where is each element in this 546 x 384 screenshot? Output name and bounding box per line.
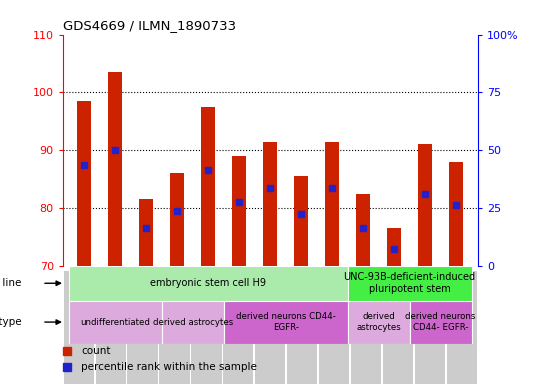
Bar [78,101,91,266]
Text: GSM997557: GSM997557 [134,278,143,328]
Bar [170,173,185,266]
FancyBboxPatch shape [64,270,94,384]
Text: GSM997564: GSM997564 [198,278,206,328]
Bar [69,301,162,344]
FancyBboxPatch shape [223,270,253,384]
Bar [139,199,153,266]
Text: GDS4669 / ILMN_1890733: GDS4669 / ILMN_1890733 [63,19,236,32]
Bar [294,176,308,266]
Text: count: count [81,346,111,356]
Text: GSM997570: GSM997570 [453,278,462,328]
Bar [162,301,224,344]
Text: undifferentiated: undifferentiated [80,318,150,326]
Text: GSM997563: GSM997563 [165,278,175,328]
Text: GSM997572: GSM997572 [389,278,398,328]
Bar [356,194,370,266]
Text: derived neurons CD44-
EGFR-: derived neurons CD44- EGFR- [236,312,336,332]
FancyBboxPatch shape [383,270,413,384]
Bar [263,142,277,266]
Bar [233,156,246,266]
FancyBboxPatch shape [191,270,222,384]
FancyBboxPatch shape [319,270,349,384]
Bar [69,266,348,301]
FancyBboxPatch shape [96,270,126,384]
Bar [325,142,339,266]
Text: cell line: cell line [0,278,21,288]
Bar [348,301,410,344]
FancyBboxPatch shape [127,270,158,384]
Text: GSM997555: GSM997555 [70,278,79,328]
FancyBboxPatch shape [351,270,381,384]
FancyBboxPatch shape [159,270,189,384]
Text: UNC-93B-deficient-induced
pluripotent stem: UNC-93B-deficient-induced pluripotent st… [343,273,476,294]
Text: GSM997556: GSM997556 [102,278,111,328]
Text: GSM997566: GSM997566 [262,278,270,328]
FancyBboxPatch shape [447,270,477,384]
FancyBboxPatch shape [287,270,317,384]
Text: embryonic stem cell H9: embryonic stem cell H9 [150,278,266,288]
Text: cell type: cell type [0,317,21,327]
Text: GSM997571: GSM997571 [357,278,366,328]
Text: GSM997567: GSM997567 [293,278,302,328]
Bar [224,301,348,344]
Bar [201,107,215,266]
Text: derived
astrocytes: derived astrocytes [357,312,401,332]
Text: GSM997568: GSM997568 [325,278,334,328]
Text: percentile rank within the sample: percentile rank within the sample [81,362,257,372]
Text: GSM997565: GSM997565 [229,278,239,328]
FancyBboxPatch shape [415,270,445,384]
FancyBboxPatch shape [255,270,286,384]
Bar [348,266,472,301]
Text: GSM997569: GSM997569 [421,278,430,328]
Bar [418,144,432,266]
Bar [387,228,401,266]
Text: derived neurons
CD44- EGFR-: derived neurons CD44- EGFR- [405,312,476,332]
Bar [410,301,472,344]
Bar [109,72,122,266]
Text: derived astrocytes: derived astrocytes [153,318,233,326]
Bar [449,162,463,266]
